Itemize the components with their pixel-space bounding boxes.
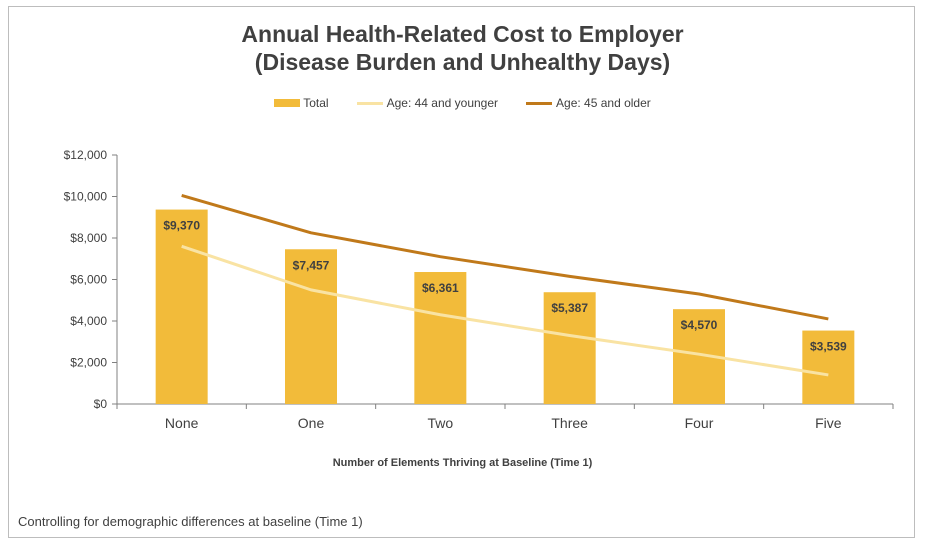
data-label-total: $6,361 xyxy=(422,281,459,295)
chart-title: Annual Health-Related Cost to Employer xyxy=(241,21,684,47)
data-label-total: $4,570 xyxy=(681,318,718,332)
y-tick-label: $12,000 xyxy=(64,148,108,162)
x-tick-label: None xyxy=(165,415,199,431)
line-age-44-younger xyxy=(181,244,829,377)
bar-total xyxy=(414,272,467,404)
legend-item-age-45-older: Age: 45 and older xyxy=(526,96,651,110)
bar-total xyxy=(285,249,337,404)
y-tick-label: $6,000 xyxy=(70,273,107,287)
data-label-total: $7,457 xyxy=(293,258,330,272)
footnote: Controlling for demographic differences … xyxy=(18,514,363,529)
legend-swatch-age-45-older xyxy=(526,101,553,105)
bar-total xyxy=(155,209,208,404)
y-tick-label: $0 xyxy=(94,397,108,411)
x-tick-label: Four xyxy=(685,415,714,431)
legend-item-age-44-younger: Age: 44 and younger xyxy=(356,96,499,110)
x-tick-label: One xyxy=(298,415,325,431)
legend-label-total: Total xyxy=(303,96,329,110)
legend-item-total: Total xyxy=(274,96,329,110)
legend-label-age-45-older: Age: 45 and older xyxy=(556,96,651,110)
x-axis-title: Number of Elements Thriving at Baseline … xyxy=(332,457,593,469)
data-label-total: $5,387 xyxy=(551,301,588,315)
legend: Total Age: 44 and younger Age: 45 and ol… xyxy=(0,96,925,110)
legend-swatch-age-44-younger xyxy=(356,101,383,105)
chart-subtitle: (Disease Burden and Unhealthy Days) xyxy=(254,49,671,75)
legend-swatch-total xyxy=(274,99,301,107)
y-tick-label: $10,000 xyxy=(64,190,108,204)
line-age-45-older xyxy=(181,194,829,321)
data-label-total: $3,539 xyxy=(810,340,847,354)
y-tick-label: $4,000 xyxy=(70,314,107,328)
x-tick-label: Three xyxy=(551,415,588,431)
legend-label-age-44-younger: Age: 44 and younger xyxy=(386,96,499,110)
data-label-total: $9,370 xyxy=(163,219,200,233)
y-tick-label: $2,000 xyxy=(70,356,107,370)
x-tick-label: Two xyxy=(427,415,453,431)
x-tick-label: Five xyxy=(815,415,842,431)
bar-total xyxy=(802,330,855,404)
y-tick-label: $8,000 xyxy=(70,231,107,245)
bar-total xyxy=(543,292,596,404)
